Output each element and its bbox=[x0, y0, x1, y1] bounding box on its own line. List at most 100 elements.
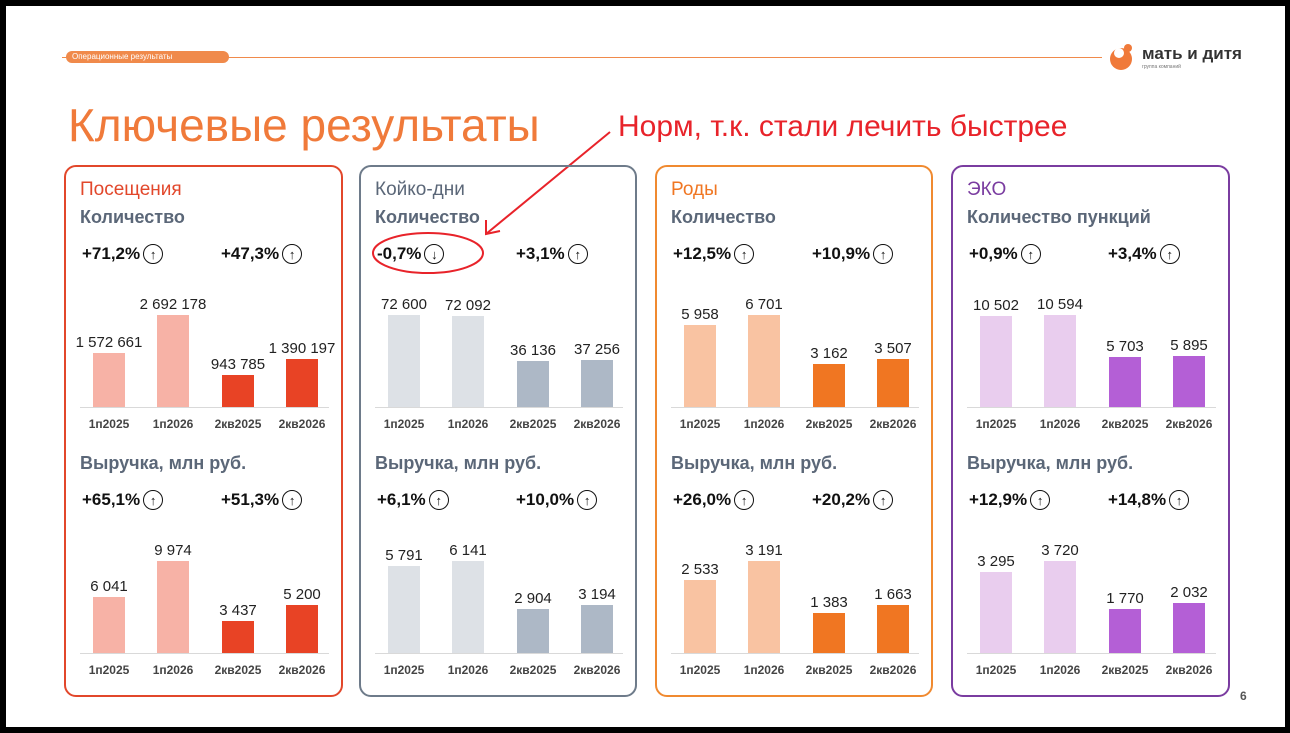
category-label: 2кв2025 bbox=[214, 417, 262, 431]
bar-value-label: 3 437 bbox=[219, 602, 257, 619]
arrow-up-icon: ↑ bbox=[577, 490, 598, 510]
growth-qty-2: +47,3% ↑ bbox=[221, 244, 303, 264]
panel-rody: Роды Количество +12,5% ↑ +10,9% ↑ 5 958 1п2025 6… bbox=[655, 165, 933, 697]
chart-axis bbox=[671, 653, 919, 654]
arrow-up-icon: ↑ bbox=[282, 490, 303, 510]
growth-qty-2: +3,4% ↑ bbox=[1108, 244, 1180, 264]
slide: Операционные результаты мать и дитя груп… bbox=[6, 6, 1285, 727]
category-label: 1п2025 bbox=[679, 663, 721, 677]
panel-koyko: Койко-дни Количество -0,7% ↓ +3,1% ↑ 72 600 1п2… bbox=[359, 165, 637, 697]
bar-value-label: 5 703 bbox=[1106, 338, 1144, 355]
bar-value-label: 1 390 197 bbox=[268, 340, 336, 357]
panel-title: Койко-дни bbox=[375, 179, 465, 200]
panel-title: Посещения bbox=[80, 179, 182, 200]
bar-value-label: 36 136 bbox=[510, 342, 556, 359]
chart-bar bbox=[1173, 356, 1205, 407]
chart-bar bbox=[1109, 357, 1141, 407]
chart-bar bbox=[222, 621, 254, 653]
bar-value-label: 1 572 661 bbox=[75, 334, 143, 351]
arrow-up-icon: ↑ bbox=[143, 244, 164, 264]
category-label: 2кв2026 bbox=[869, 663, 917, 677]
chart-axis bbox=[80, 653, 329, 654]
category-label: 1п2025 bbox=[975, 663, 1017, 677]
bar-value-label: 10 594 bbox=[1037, 296, 1083, 313]
growth-value: +12,5% bbox=[673, 244, 732, 263]
panel-title: Роды bbox=[671, 179, 718, 200]
category-label: 2кв2025 bbox=[509, 663, 557, 677]
chart-axis bbox=[967, 653, 1216, 654]
bar-value-label: 5 200 bbox=[283, 586, 321, 603]
chart-bar bbox=[286, 359, 318, 407]
logo-subtitle: группа компаний bbox=[1142, 64, 1181, 70]
panel-title: ЭКО bbox=[967, 179, 1007, 200]
category-label: 2кв2025 bbox=[214, 663, 262, 677]
bar-value-label: 5 958 bbox=[681, 306, 719, 323]
bar-value-label: 72 092 bbox=[445, 297, 491, 314]
section-label-rev: Выручка, млн руб. bbox=[375, 453, 542, 473]
growth-rev-1: +65,1% ↑ bbox=[82, 490, 164, 510]
section-label-qty: Количество bbox=[671, 207, 776, 227]
bar-value-label: 3 720 bbox=[1041, 542, 1079, 559]
growth-rev-2: +51,3% ↑ bbox=[221, 490, 303, 510]
category-label: 1п2026 bbox=[1039, 417, 1081, 431]
company-logo: мать и дитя группа компаний bbox=[1106, 42, 1246, 74]
category-label: 1п2025 bbox=[383, 417, 425, 431]
chart-bar bbox=[684, 325, 716, 407]
chart-bar bbox=[93, 597, 125, 653]
page-title: Ключевые результаты bbox=[68, 99, 540, 151]
growth-value: +26,0% bbox=[673, 490, 732, 509]
arrow-up-icon: ↑ bbox=[143, 490, 164, 510]
category-label: 2кв2026 bbox=[869, 417, 917, 431]
category-label: 2кв2026 bbox=[1165, 663, 1213, 677]
arrow-down-icon: ↓ bbox=[424, 244, 445, 264]
bar-value-label: 37 256 bbox=[574, 341, 620, 358]
bar-value-label: 1 663 bbox=[874, 586, 912, 603]
bar-value-label: 5 895 bbox=[1170, 337, 1208, 354]
category-label: 1п2026 bbox=[152, 663, 194, 677]
growth-qty-1: +0,9% ↑ bbox=[969, 244, 1041, 264]
category-label: 2кв2025 bbox=[1101, 663, 1149, 677]
category-label: 1п2025 bbox=[88, 417, 130, 431]
growth-value: -0,7% bbox=[377, 244, 422, 263]
category-label: 1п2025 bbox=[679, 417, 721, 431]
growth-value: +14,8% bbox=[1108, 490, 1167, 509]
section-label-qty: Количество пункций bbox=[967, 207, 1151, 227]
panel-posesh: Посещения Количество +71,2% ↑ +47,3% ↑ 1 572 6… bbox=[64, 165, 343, 697]
bar-value-label: 72 600 bbox=[381, 296, 427, 313]
bar-value-label: 2 904 bbox=[514, 590, 552, 607]
bar-value-label: 2 032 bbox=[1170, 584, 1208, 601]
bar-value-label: 9 974 bbox=[154, 542, 192, 559]
growth-value: +71,2% bbox=[82, 244, 141, 263]
category-label: 1п2025 bbox=[383, 663, 425, 677]
chart-bar bbox=[813, 613, 845, 653]
category-label: 2кв2026 bbox=[573, 663, 621, 677]
bar-value-label: 3 194 bbox=[578, 586, 616, 603]
chart-bar bbox=[93, 353, 125, 407]
chart-axis bbox=[80, 407, 329, 408]
chart-bar bbox=[877, 359, 909, 407]
chart-bar bbox=[388, 566, 420, 653]
bar-value-label: 6 701 bbox=[745, 296, 783, 313]
category-label: 2кв2026 bbox=[1165, 417, 1213, 431]
arrow-up-icon: ↑ bbox=[1159, 244, 1180, 264]
category-label: 1п2026 bbox=[1039, 663, 1081, 677]
section-tab[interactable]: Операционные результаты bbox=[66, 51, 229, 63]
chart-bar bbox=[980, 572, 1012, 653]
bar-value-label: 1 770 bbox=[1106, 590, 1144, 607]
chart-bar bbox=[980, 316, 1012, 407]
bar-value-label: 5 791 bbox=[385, 547, 423, 564]
category-label: 2кв2026 bbox=[278, 663, 326, 677]
logo-icon bbox=[1110, 44, 1132, 70]
arrow-up-icon: ↑ bbox=[873, 490, 894, 510]
bar-value-label: 943 785 bbox=[210, 356, 266, 373]
growth-value: +12,9% bbox=[969, 490, 1028, 509]
category-label: 2кв2025 bbox=[805, 663, 853, 677]
chart-bar bbox=[517, 361, 549, 407]
category-label: 2кв2025 bbox=[805, 417, 853, 431]
growth-value: +10,0% bbox=[516, 490, 575, 509]
growth-value: +0,9% bbox=[969, 244, 1018, 263]
chart-bar bbox=[286, 605, 318, 653]
chart-bar bbox=[1109, 609, 1141, 653]
chart-axis bbox=[375, 653, 623, 654]
growth-value: +47,3% bbox=[221, 244, 280, 263]
